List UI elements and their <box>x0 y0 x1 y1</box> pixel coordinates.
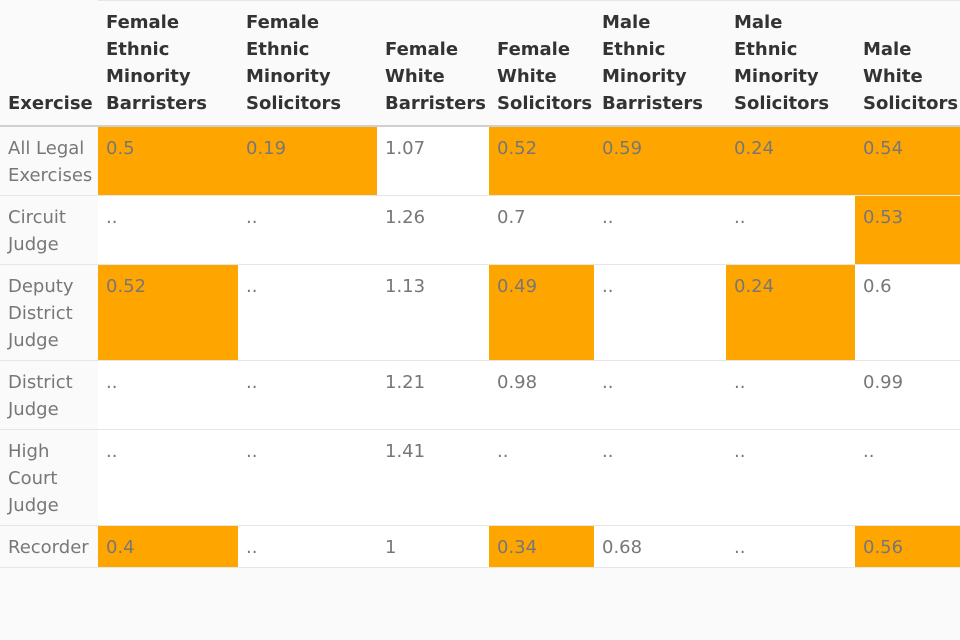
column-header[interactable]: Male White Solicitors <box>855 0 960 127</box>
table-cell: .. <box>98 195 238 265</box>
table-cell: 0.4 <box>98 525 238 568</box>
table-cell: 1.21 <box>377 360 489 430</box>
table-cell: 0.24 <box>726 126 855 196</box>
column-header[interactable]: Male Ethnic Minority Barristers <box>594 0 726 127</box>
table-cell: 0.7 <box>489 195 594 265</box>
table-cell: .. <box>726 195 855 265</box>
header-row: Exercise Female Ethnic Minority Barriste… <box>0 0 960 127</box>
column-header[interactable]: Exercise <box>0 0 98 127</box>
row-header: High Court Judge <box>0 429 98 526</box>
table-row: All Legal Exercises 0.5 0.19 1.07 0.52 0.59 0.… <box>0 126 960 196</box>
table-cell: 0.68 <box>594 525 726 568</box>
table-cell: 1.07 <box>377 126 489 196</box>
table-row: District Judge.... 1.21 0.98.... 0.99 <box>0 360 960 430</box>
table-cell: .. <box>238 360 377 430</box>
column-header[interactable]: Female White Barristers <box>377 0 489 127</box>
table-cell: 0.19 <box>238 126 377 196</box>
table-row: Circuit Judge.... 1.26 0.7.... 0.53 <box>0 195 960 265</box>
table-cell: .. <box>98 429 238 526</box>
table-row: Deputy District Judge 0.52.. 1.13 0.49.. 0.2… <box>0 264 960 361</box>
table-cell: .. <box>238 195 377 265</box>
table-cell: .. <box>238 429 377 526</box>
table-cell: .. <box>726 429 855 526</box>
table-cell: 0.6 <box>855 264 960 361</box>
table-cell: .. <box>594 195 726 265</box>
row-header: Deputy District Judge <box>0 264 98 361</box>
table-cell: .. <box>726 360 855 430</box>
row-header: District Judge <box>0 360 98 430</box>
data-table: Exercise Female Ethnic Minority Barriste… <box>0 0 960 568</box>
column-header[interactable]: Female Ethnic Minority Barristers <box>98 0 238 127</box>
table-cell: .. <box>594 429 726 526</box>
table-cell: 0.56 <box>855 525 960 568</box>
table-cell: 0.52 <box>489 126 594 196</box>
table-cell: .. <box>489 429 594 526</box>
table-cell: .. <box>238 264 377 361</box>
column-header[interactable]: Female White Solicitors <box>489 0 594 127</box>
table-cell: 0.5 <box>98 126 238 196</box>
table-cell: 0.98 <box>489 360 594 430</box>
table-cell: .. <box>98 360 238 430</box>
row-header: Circuit Judge <box>0 195 98 265</box>
table-cell: 1 <box>377 525 489 568</box>
table-cell: 0.34 <box>489 525 594 568</box>
column-header[interactable]: Male Ethnic Minority Solicitors <box>726 0 855 127</box>
table-cell: .. <box>855 429 960 526</box>
table-cell: 0.59 <box>594 126 726 196</box>
table-cell: 1.26 <box>377 195 489 265</box>
table-cell: 1.13 <box>377 264 489 361</box>
table-cell: 0.49 <box>489 264 594 361</box>
table-cell: 0.99 <box>855 360 960 430</box>
table-cell: 0.52 <box>98 264 238 361</box>
table-cell: 0.24 <box>726 264 855 361</box>
table-cell: .. <box>726 525 855 568</box>
table-cell: 0.54 <box>855 126 960 196</box>
table-cell: .. <box>594 264 726 361</box>
row-header: Recorder <box>0 525 98 568</box>
table-cell: 1.41 <box>377 429 489 526</box>
row-header: All Legal Exercises <box>0 126 98 196</box>
table-row: High Court Judge.... 1.41........ <box>0 429 960 526</box>
table-cell: .. <box>594 360 726 430</box>
table-row: Recorder 0.4.. 1 0.34 0.68.. 0.56 <box>0 525 960 568</box>
table-cell: .. <box>238 525 377 568</box>
column-header[interactable]: Female Ethnic Minority Solicitors <box>238 0 377 127</box>
table-cell: 0.53 <box>855 195 960 265</box>
